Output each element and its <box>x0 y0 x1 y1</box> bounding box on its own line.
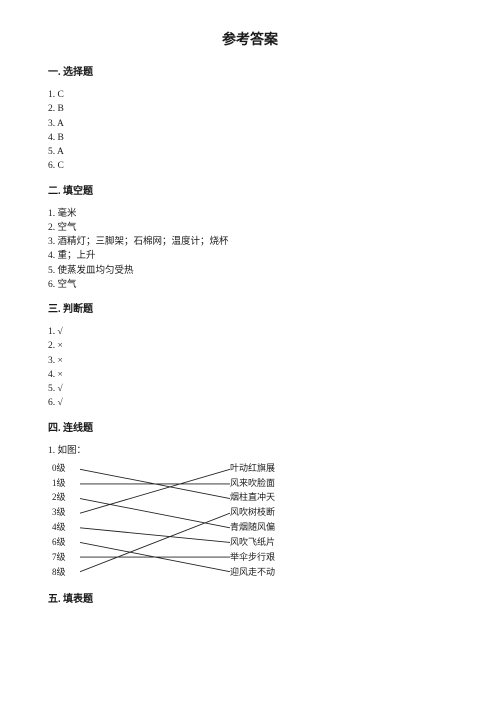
answer-item: 2. B <box>48 102 452 116</box>
matching-left-column: 0级 1级 2级 3级 4级 6级 7级 8级 <box>52 462 80 579</box>
section-heading-5: 五. 填表题 <box>48 592 452 607</box>
right-item: 风来吹脸面 <box>230 477 370 490</box>
right-item: 举伞步行艰 <box>230 551 370 564</box>
answer-item: 3. A <box>48 117 452 131</box>
right-item: 迎风走不动 <box>230 566 370 579</box>
answer-item: 5. A <box>48 145 452 159</box>
right-item: 风吹飞纸片 <box>230 536 370 549</box>
answer-item: 1. C <box>48 88 452 102</box>
left-item: 2级 <box>52 491 80 504</box>
answer-item: 4. 重；上升 <box>48 249 452 263</box>
left-item: 1级 <box>52 477 80 490</box>
section-2-answers: 1. 毫米 2. 空气 3. 酒精灯；三脚架；石棉网；温度计；烧杯 4. 重；上… <box>48 207 452 293</box>
section-heading-2: 二. 填空题 <box>48 184 452 199</box>
answer-item: 4. × <box>48 368 452 382</box>
left-item: 0级 <box>52 462 80 475</box>
section-heading-1: 一. 选择题 <box>48 65 452 80</box>
left-item: 6级 <box>52 536 80 549</box>
answer-item: 6. √ <box>48 396 452 410</box>
left-item: 8级 <box>52 566 80 579</box>
answer-item: 5. 使蒸发皿均匀受热 <box>48 264 452 278</box>
right-item: 青烟随风偏 <box>230 521 370 534</box>
left-item: 3级 <box>52 506 80 519</box>
answer-item: 2. × <box>48 339 452 353</box>
answer-item: 3. × <box>48 354 452 368</box>
right-item: 烟柱直冲天 <box>230 491 370 504</box>
answer-item: 3. 酒精灯；三脚架；石棉网；温度计；烧杯 <box>48 235 452 249</box>
answer-item: 1. √ <box>48 325 452 339</box>
answer-item: 1. 毫米 <box>48 207 452 221</box>
left-item: 4级 <box>52 521 80 534</box>
answer-item: 6. 空气 <box>48 278 452 292</box>
right-item: 风吹树枝断 <box>230 506 370 519</box>
matching-right-column: 叶动红旗展 风来吹脸面 烟柱直冲天 风吹树枝断 青烟随风偏 风吹飞纸片 举伞步行… <box>230 462 370 579</box>
section-1-answers: 1. C 2. B 3. A 4. B 5. A 6. C <box>48 88 452 174</box>
answer-item: 4. B <box>48 131 452 145</box>
answer-item: 6. C <box>48 159 452 173</box>
section-3-answers: 1. √ 2. × 3. × 4. × 5. √ 6. √ <box>48 325 452 411</box>
answer-item: 1. 如图： <box>48 444 452 458</box>
answer-item: 2. 空气 <box>48 221 452 235</box>
answer-item: 5. √ <box>48 382 452 396</box>
right-item: 叶动红旗展 <box>230 462 370 475</box>
matching-lines <box>80 462 230 579</box>
matching-diagram: 0级 1级 2级 3级 4级 6级 7级 8级 叶动红旗展 风来吹脸面 烟柱直冲… <box>52 462 372 582</box>
section-4-intro: 1. 如图： <box>48 444 452 458</box>
section-heading-4: 四. 连线题 <box>48 421 452 436</box>
section-heading-3: 三. 判断题 <box>48 302 452 317</box>
page-title: 参考答案 <box>48 30 452 51</box>
left-item: 7级 <box>52 551 80 564</box>
